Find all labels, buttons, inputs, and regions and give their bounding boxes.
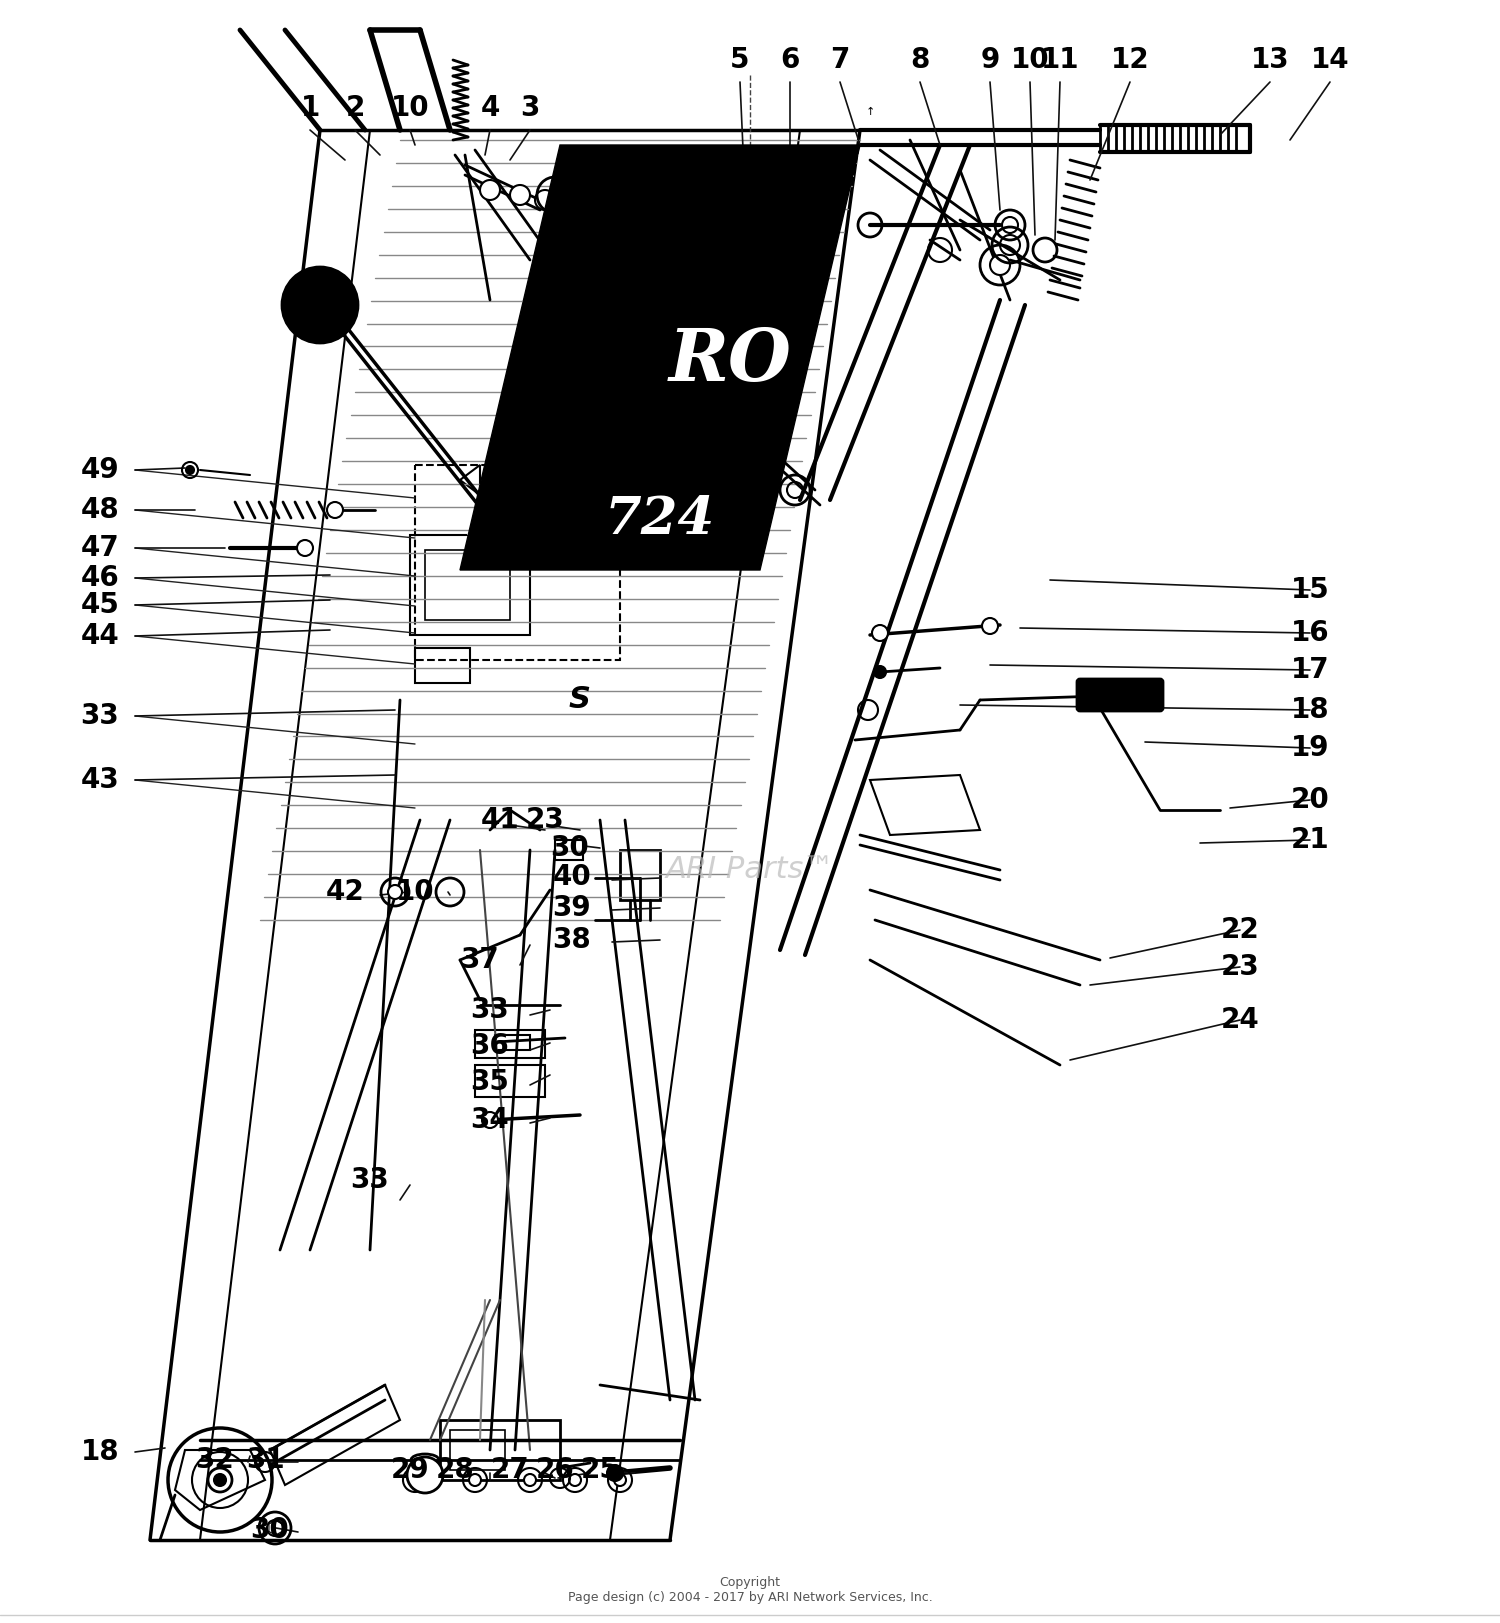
Text: 23: 23 xyxy=(1221,953,1260,980)
Circle shape xyxy=(536,190,555,209)
Circle shape xyxy=(578,183,602,208)
Circle shape xyxy=(568,1474,580,1487)
Text: 39: 39 xyxy=(552,894,591,922)
Circle shape xyxy=(388,885,402,899)
Text: 20: 20 xyxy=(1290,786,1329,815)
Text: 25: 25 xyxy=(580,1456,620,1483)
Text: 48: 48 xyxy=(81,497,120,524)
Circle shape xyxy=(1002,217,1019,234)
Circle shape xyxy=(410,1474,422,1487)
Text: 17: 17 xyxy=(1290,656,1329,683)
Circle shape xyxy=(990,255,1010,274)
Circle shape xyxy=(982,618,998,635)
Text: ⬡: ⬡ xyxy=(267,1519,284,1537)
Circle shape xyxy=(282,268,358,342)
Text: 10: 10 xyxy=(1011,45,1050,75)
Circle shape xyxy=(510,185,530,204)
Circle shape xyxy=(482,1112,498,1128)
Circle shape xyxy=(614,1474,626,1487)
Text: S: S xyxy=(568,685,591,714)
Text: 15: 15 xyxy=(1290,576,1329,604)
Circle shape xyxy=(470,1474,482,1487)
Text: 31: 31 xyxy=(246,1446,285,1474)
Text: 10: 10 xyxy=(390,94,429,122)
Circle shape xyxy=(406,1457,442,1493)
Text: 18: 18 xyxy=(81,1438,120,1466)
Text: 27: 27 xyxy=(490,1456,530,1483)
Text: 6: 6 xyxy=(780,45,800,75)
Text: 49: 49 xyxy=(81,456,120,484)
Text: Copyright
Page design (c) 2004 - 2017 by ARI Network Services, Inc.: Copyright Page design (c) 2004 - 2017 by… xyxy=(567,1576,933,1604)
Text: 14: 14 xyxy=(1311,45,1350,75)
Text: 16: 16 xyxy=(1290,618,1329,648)
Text: 34: 34 xyxy=(471,1105,510,1134)
Text: 12: 12 xyxy=(1110,45,1149,75)
Text: 46: 46 xyxy=(81,565,120,592)
Text: 7: 7 xyxy=(831,45,849,75)
Text: 26: 26 xyxy=(536,1456,574,1483)
Circle shape xyxy=(297,540,314,557)
Text: 30: 30 xyxy=(550,834,590,862)
Text: 41: 41 xyxy=(480,807,519,834)
Circle shape xyxy=(871,625,888,641)
Text: 44: 44 xyxy=(81,622,120,649)
FancyBboxPatch shape xyxy=(495,1035,530,1050)
Text: 29: 29 xyxy=(390,1456,429,1483)
Ellipse shape xyxy=(411,1454,440,1466)
Text: 3: 3 xyxy=(520,94,540,122)
Text: 42: 42 xyxy=(326,878,364,906)
Circle shape xyxy=(560,195,580,214)
Text: 32: 32 xyxy=(195,1446,234,1474)
FancyBboxPatch shape xyxy=(1077,678,1162,711)
Text: 35: 35 xyxy=(471,1068,510,1096)
Text: 36: 36 xyxy=(471,1032,510,1060)
Text: 33: 33 xyxy=(81,703,120,730)
Text: 21: 21 xyxy=(1290,826,1329,854)
Text: 47: 47 xyxy=(81,534,120,562)
Circle shape xyxy=(480,180,500,200)
Circle shape xyxy=(214,1474,226,1487)
Text: 4: 4 xyxy=(480,94,500,122)
Text: 9: 9 xyxy=(981,45,999,75)
Text: 24: 24 xyxy=(1221,1006,1260,1034)
Text: 1: 1 xyxy=(300,94,320,122)
Text: 28: 28 xyxy=(435,1456,474,1483)
Text: 5: 5 xyxy=(730,45,750,75)
Text: ↑: ↑ xyxy=(865,107,874,117)
Polygon shape xyxy=(460,144,860,570)
Text: 10: 10 xyxy=(396,878,435,906)
Text: 23: 23 xyxy=(525,807,564,834)
Text: 40: 40 xyxy=(552,863,591,891)
Circle shape xyxy=(874,665,886,678)
Text: 22: 22 xyxy=(1221,915,1260,945)
Circle shape xyxy=(327,502,344,518)
Text: 43: 43 xyxy=(81,766,120,794)
Text: 2: 2 xyxy=(345,94,364,122)
Text: 724: 724 xyxy=(604,495,715,545)
Text: 37: 37 xyxy=(460,946,500,974)
Text: 18: 18 xyxy=(1290,696,1329,724)
Circle shape xyxy=(524,1474,536,1487)
Text: 11: 11 xyxy=(1041,45,1080,75)
Text: ARI Parts™: ARI Parts™ xyxy=(666,855,834,885)
Text: 8: 8 xyxy=(910,45,930,75)
Text: 19: 19 xyxy=(1290,734,1329,763)
Text: 30: 30 xyxy=(251,1516,290,1543)
Text: 33: 33 xyxy=(351,1165,390,1195)
Text: 33: 33 xyxy=(471,997,510,1024)
Text: 38: 38 xyxy=(552,927,591,954)
Text: 45: 45 xyxy=(81,591,120,618)
Text: RO: RO xyxy=(669,325,792,396)
Circle shape xyxy=(209,1467,232,1492)
Circle shape xyxy=(608,1466,622,1482)
Text: 13: 13 xyxy=(1251,45,1290,75)
Circle shape xyxy=(186,466,194,474)
